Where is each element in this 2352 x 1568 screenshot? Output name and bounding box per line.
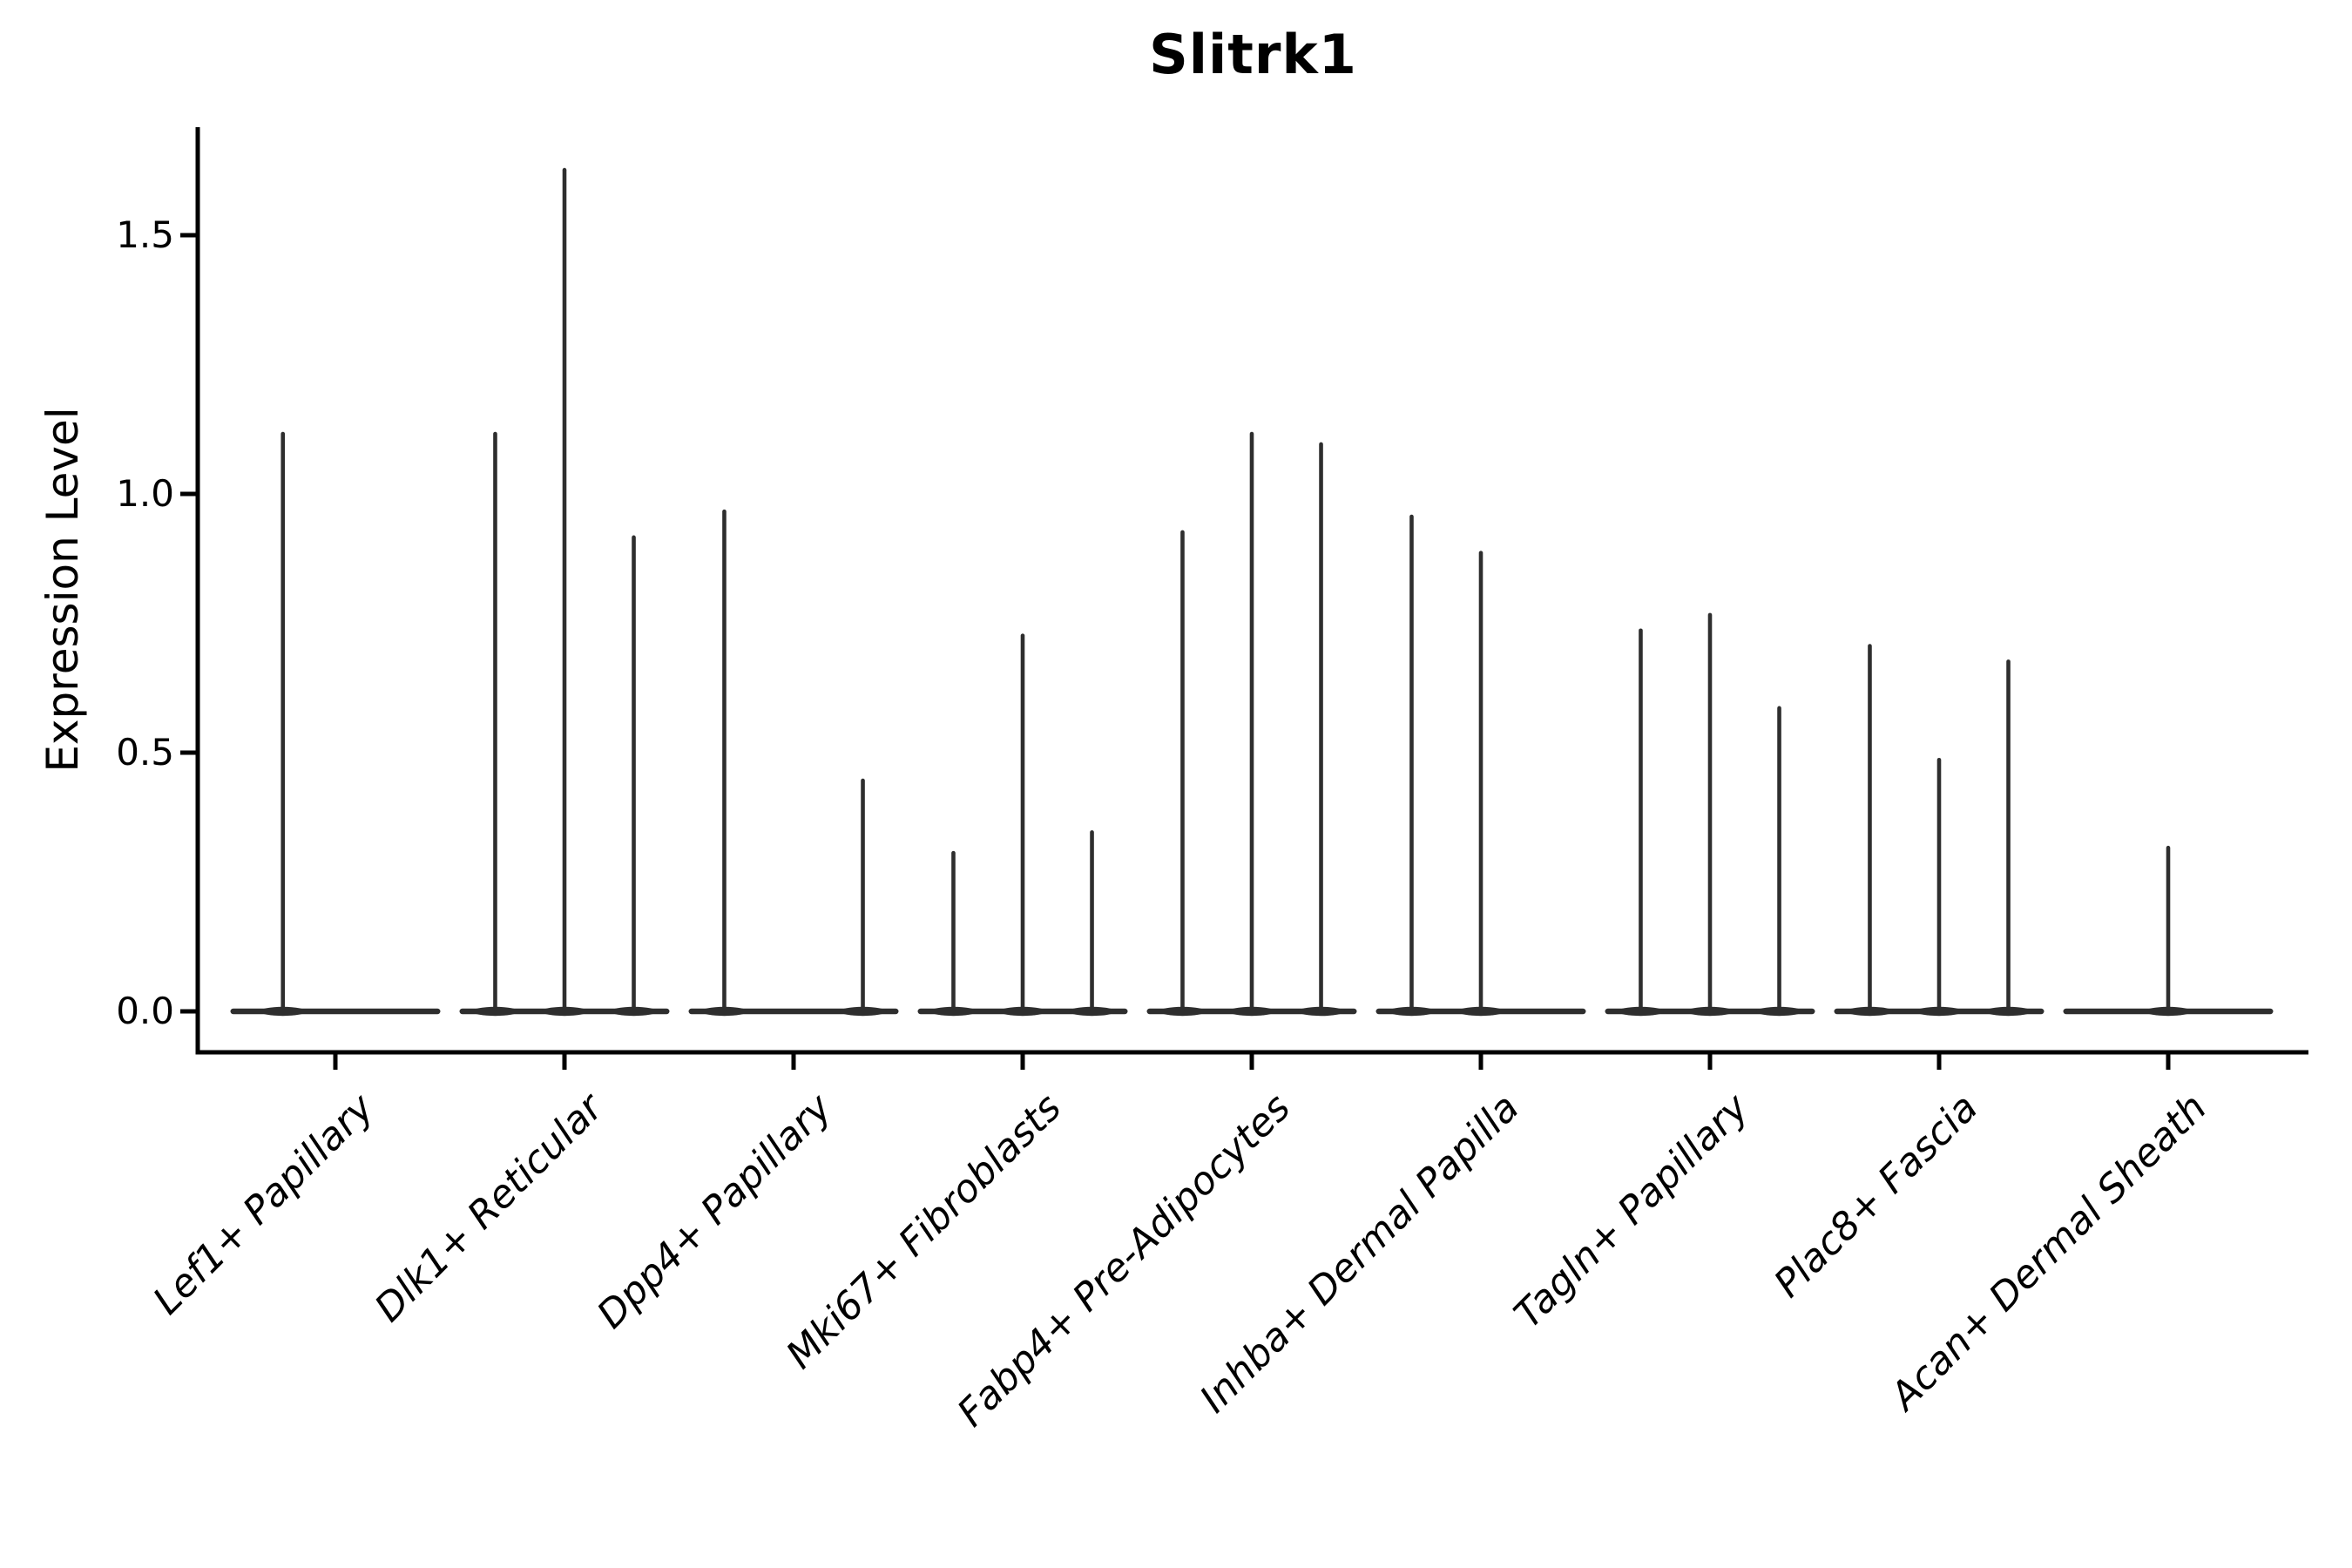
y-tick-label: 1.0	[116, 472, 174, 515]
x-tick	[562, 1052, 567, 1070]
violin-spike	[1639, 628, 1643, 1011]
violin-spike	[632, 535, 636, 1011]
x-tick	[1936, 1052, 1942, 1070]
x-tick	[1707, 1052, 1713, 1070]
violin-spike	[1478, 551, 1484, 1011]
violin-spike	[1409, 514, 1414, 1011]
violin-spike	[493, 431, 497, 1012]
violin-spike	[1319, 442, 1323, 1012]
violin-spike	[722, 509, 727, 1011]
violin-spike	[951, 850, 956, 1011]
violin-spike	[1090, 830, 1094, 1011]
y-tick	[180, 491, 198, 497]
violin-spike	[1707, 612, 1713, 1011]
y-tick-label: 1.5	[116, 213, 174, 256]
x-tick	[791, 1052, 796, 1070]
violin-spike	[2006, 659, 2011, 1011]
y-tick	[180, 750, 198, 755]
axes-layer	[180, 127, 2308, 1070]
violin-spike	[1249, 431, 1254, 1012]
violin-foot	[839, 1006, 887, 1017]
violin-spike	[1777, 706, 1781, 1011]
violin-layer	[230, 167, 2274, 1017]
violin-foot	[610, 1006, 658, 1017]
x-tick	[2166, 1052, 2171, 1070]
y-tick-label: 0.0	[116, 990, 174, 1032]
x-tick	[1020, 1052, 1025, 1070]
x-tick	[333, 1052, 338, 1070]
violin-spike	[280, 431, 286, 1012]
chart-title: Slitrk1	[1149, 23, 1357, 86]
y-tick-label: 0.5	[116, 731, 174, 774]
violin-spike	[1020, 633, 1025, 1011]
x-tick	[1249, 1052, 1254, 1070]
violin-spike	[861, 778, 865, 1011]
violin-spike	[1936, 757, 1942, 1011]
y-tick	[180, 1009, 198, 1014]
y-tick	[180, 233, 198, 238]
y-axis-line	[195, 127, 200, 1055]
violin-spike	[1180, 530, 1185, 1011]
x-tick	[1478, 1052, 1484, 1070]
violin-spike	[562, 167, 567, 1011]
violin-spike	[2166, 845, 2171, 1011]
violin-spike	[1868, 644, 1872, 1011]
